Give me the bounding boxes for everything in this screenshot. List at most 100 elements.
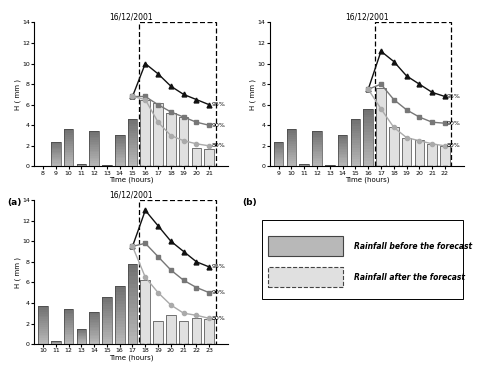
Text: 90%: 90% bbox=[447, 121, 461, 126]
Bar bbox=[287, 129, 296, 131]
Bar bbox=[64, 334, 73, 335]
Bar bbox=[38, 321, 48, 323]
Bar bbox=[312, 144, 322, 145]
Bar bbox=[274, 163, 283, 164]
Bar bbox=[312, 156, 322, 158]
Bar bbox=[51, 149, 61, 150]
Bar bbox=[51, 341, 61, 344]
Bar bbox=[102, 306, 112, 309]
Bar bbox=[89, 312, 99, 314]
Bar bbox=[38, 308, 48, 310]
Bar bbox=[350, 162, 360, 164]
Bar bbox=[51, 158, 61, 159]
Bar bbox=[64, 137, 73, 139]
Bar bbox=[64, 163, 73, 165]
Bar bbox=[364, 129, 373, 132]
Bar bbox=[402, 138, 411, 166]
Bar bbox=[38, 331, 48, 332]
Bar bbox=[287, 142, 296, 144]
Bar bbox=[115, 154, 124, 155]
Bar bbox=[179, 321, 189, 344]
Bar bbox=[115, 335, 124, 338]
Bar bbox=[51, 151, 61, 153]
Text: Rainfall before the forecast: Rainfall before the forecast bbox=[354, 242, 472, 251]
Bar bbox=[128, 131, 137, 133]
Bar bbox=[274, 144, 283, 145]
Bar bbox=[89, 153, 99, 154]
Bar bbox=[51, 143, 61, 144]
Bar bbox=[338, 144, 347, 146]
Bar bbox=[338, 165, 347, 166]
Bar bbox=[312, 145, 322, 147]
Bar bbox=[64, 327, 73, 328]
FancyBboxPatch shape bbox=[268, 236, 343, 256]
Bar bbox=[338, 163, 347, 165]
Bar bbox=[51, 162, 61, 163]
Bar bbox=[140, 280, 150, 344]
Bar bbox=[102, 328, 112, 330]
Bar bbox=[153, 321, 163, 344]
Bar bbox=[64, 341, 73, 342]
Bar bbox=[115, 144, 124, 146]
Bar bbox=[364, 161, 373, 163]
Title: 16/12/2001: 16/12/2001 bbox=[109, 13, 153, 22]
Bar bbox=[38, 318, 48, 319]
Text: Rainfall after the forecast: Rainfall after the forecast bbox=[354, 273, 465, 282]
Bar bbox=[89, 151, 99, 153]
Bar bbox=[77, 330, 86, 331]
Bar bbox=[51, 154, 61, 155]
Bar bbox=[115, 307, 124, 310]
Bar bbox=[338, 138, 347, 140]
Bar bbox=[128, 316, 137, 320]
Bar bbox=[128, 320, 137, 324]
Bar bbox=[51, 142, 61, 143]
Bar bbox=[312, 132, 322, 166]
Bar bbox=[115, 136, 124, 138]
Bar bbox=[179, 321, 189, 344]
Bar bbox=[140, 99, 150, 166]
Bar bbox=[191, 318, 201, 344]
Bar bbox=[287, 137, 296, 139]
Bar bbox=[274, 159, 283, 160]
Bar bbox=[274, 164, 283, 165]
Bar bbox=[115, 157, 124, 159]
Bar bbox=[440, 146, 450, 166]
Bar bbox=[128, 264, 137, 344]
Bar bbox=[128, 328, 137, 332]
Bar bbox=[350, 124, 360, 126]
Bar bbox=[89, 343, 99, 344]
Bar bbox=[89, 145, 99, 147]
Bar bbox=[64, 129, 73, 166]
Bar bbox=[128, 308, 137, 312]
Bar bbox=[287, 146, 296, 148]
Bar bbox=[274, 142, 283, 143]
Bar bbox=[64, 311, 73, 313]
Bar bbox=[102, 304, 112, 306]
Bar bbox=[350, 122, 360, 124]
Bar bbox=[128, 304, 137, 308]
Bar bbox=[115, 135, 124, 136]
Bar bbox=[287, 163, 296, 165]
Bar bbox=[287, 148, 296, 150]
Bar bbox=[102, 323, 112, 325]
Bar bbox=[102, 335, 112, 337]
Bar bbox=[77, 336, 86, 337]
Bar bbox=[350, 164, 360, 166]
Bar bbox=[128, 300, 137, 304]
Bar bbox=[139, 200, 216, 344]
Bar bbox=[89, 142, 99, 144]
Bar bbox=[38, 323, 48, 325]
Bar bbox=[89, 341, 99, 343]
Bar bbox=[64, 153, 73, 155]
Bar bbox=[51, 165, 61, 166]
Bar bbox=[274, 155, 283, 157]
Bar bbox=[128, 332, 137, 336]
Bar bbox=[350, 140, 360, 143]
Bar bbox=[77, 341, 86, 342]
X-axis label: Time (hours): Time (hours) bbox=[345, 177, 389, 184]
Bar bbox=[102, 301, 112, 304]
Bar bbox=[38, 325, 48, 327]
Bar bbox=[350, 157, 360, 159]
Bar bbox=[128, 145, 137, 147]
Bar bbox=[364, 132, 373, 135]
